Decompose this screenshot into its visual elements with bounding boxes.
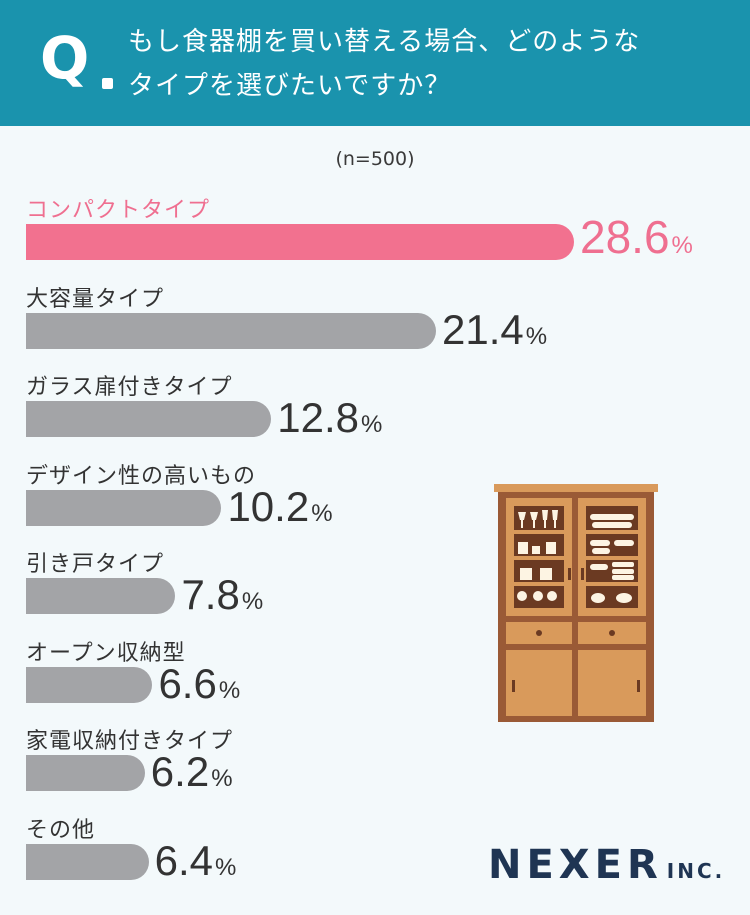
value-label: 7.8% xyxy=(181,574,263,616)
value-unit: % xyxy=(215,853,237,881)
value-unit: % xyxy=(671,232,693,259)
bar xyxy=(26,401,272,437)
question-line-1: もし食器棚を買い替える場合、どのような xyxy=(128,27,641,57)
bar xyxy=(26,755,145,791)
value-number: 28.6 xyxy=(580,211,670,263)
question-header: Q もし食器棚を買い替える場合、どのような タイプを選びたいですか？ xyxy=(0,0,750,126)
category-label: ガラス扉付きタイプ xyxy=(26,375,233,400)
value-number: 7.8 xyxy=(181,571,240,618)
cupboard-icon xyxy=(494,484,658,722)
value-number: 6.2 xyxy=(150,748,210,795)
question-line-2: タイプを選びたいですか？ xyxy=(128,71,452,101)
value-number: 12.8 xyxy=(277,394,359,441)
category-label: コンパクトタイプ xyxy=(26,198,211,223)
category-label: デザイン性の高いもの xyxy=(26,463,257,489)
category-label: その他 xyxy=(26,817,96,843)
q-letter: Q xyxy=(40,24,90,92)
value-unit: % xyxy=(241,588,264,615)
value-unit: % xyxy=(211,765,233,792)
left-lower-door xyxy=(506,650,572,716)
question-text: もし食器棚を買い替える場合、どのような タイプを選びたいですか？ xyxy=(128,20,728,108)
logo-sub: INC. xyxy=(666,859,726,883)
bar xyxy=(26,666,153,703)
value-unit: % xyxy=(361,411,383,438)
cupboard-top xyxy=(494,484,658,492)
dishes xyxy=(517,510,634,603)
value-label: 6.4% xyxy=(154,836,237,884)
category-label: 大容量タイプ xyxy=(26,286,165,312)
logo-main: NEXER xyxy=(488,842,663,888)
bar xyxy=(26,224,574,260)
value-label: 12.8% xyxy=(277,397,382,439)
value-number: 10.2 xyxy=(227,482,310,530)
value-label: 28.6% xyxy=(580,214,693,260)
q-dot xyxy=(102,78,113,89)
bar xyxy=(26,312,437,349)
value-unit: % xyxy=(218,676,241,704)
category-label: オープン収納型 xyxy=(26,640,186,666)
value-label: 6.6% xyxy=(158,659,241,707)
nexer-logo: NEXER INC. xyxy=(488,842,725,888)
sample-size: (n=500) xyxy=(335,148,415,170)
shelves xyxy=(514,530,638,586)
value-unit: % xyxy=(525,322,548,350)
value-label: 21.4% xyxy=(442,305,548,353)
value-unit: % xyxy=(311,499,333,527)
right-lower-door xyxy=(578,650,646,716)
value-number: 6.4 xyxy=(154,836,214,884)
value-number: 6.6 xyxy=(158,659,217,707)
bar xyxy=(26,489,222,526)
category-label: 家電収納付きタイプ xyxy=(26,729,234,754)
value-number: 21.4 xyxy=(442,305,524,353)
q-mark: Q xyxy=(40,24,120,104)
value-label: 10.2% xyxy=(227,482,333,530)
category-label: 引き戸タイプ xyxy=(26,552,165,577)
value-label: 6.2% xyxy=(151,751,233,793)
bar xyxy=(26,843,149,880)
bar xyxy=(26,578,176,614)
